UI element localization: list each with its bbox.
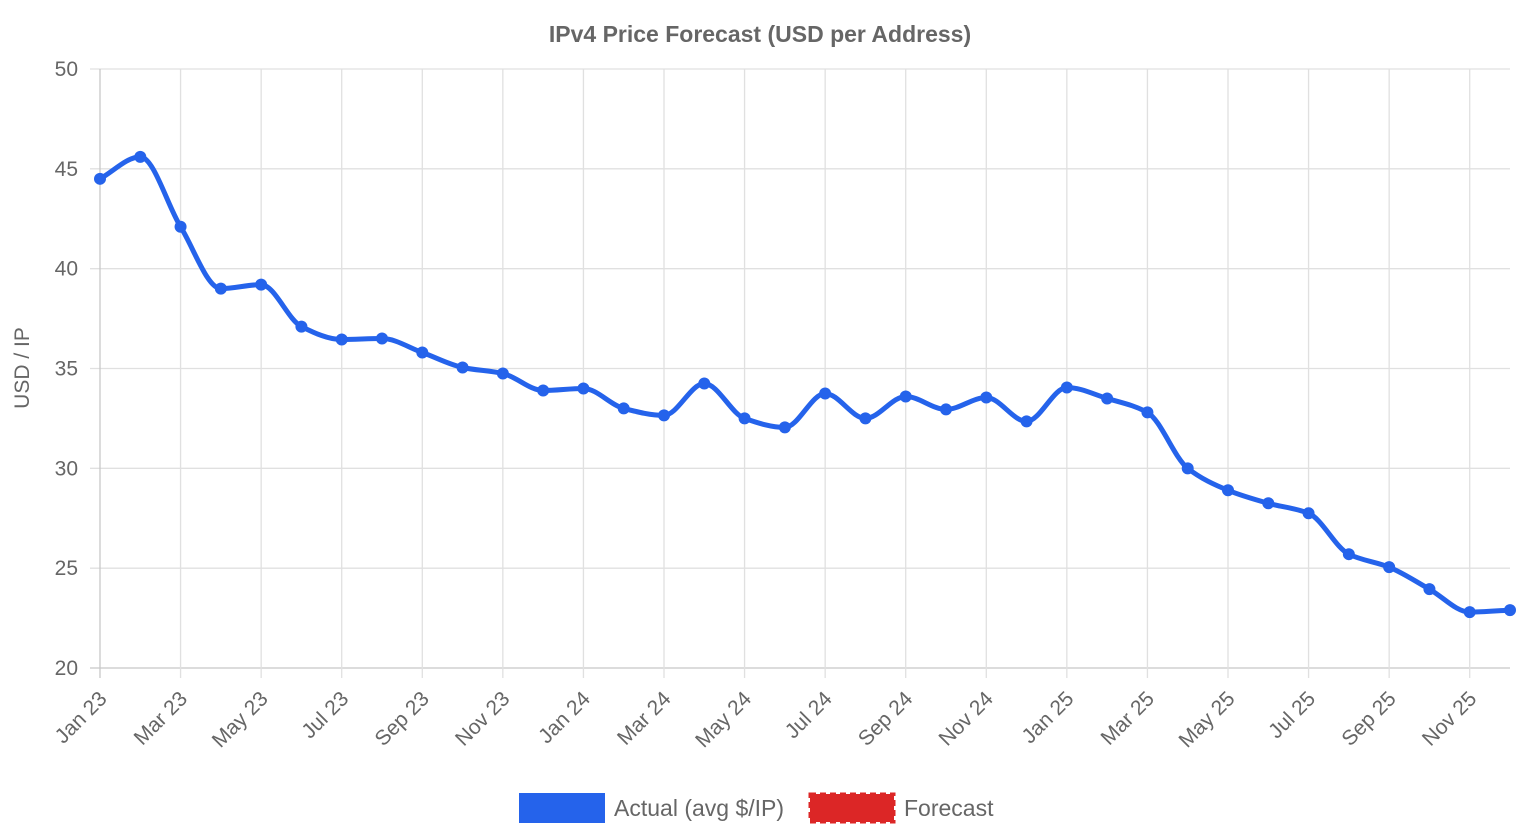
legend-swatch-actual xyxy=(519,793,605,823)
x-tick-label: Nov 23 xyxy=(451,687,514,750)
data-point[interactable] xyxy=(537,384,550,397)
y-tick-label: 35 xyxy=(55,358,78,381)
y-tick-label: 20 xyxy=(55,657,78,680)
data-point[interactable] xyxy=(1463,606,1476,619)
data-point[interactable] xyxy=(1262,497,1275,510)
x-tick-label: May 25 xyxy=(1175,687,1240,752)
data-point[interactable] xyxy=(1383,561,1396,574)
x-tick-label: Nov 25 xyxy=(1418,687,1481,750)
y-axis-label: USD / IP xyxy=(11,327,34,409)
y-tick-label: 30 xyxy=(55,457,78,480)
legend-item-actual[interactable]: Actual (avg $/IP) xyxy=(519,793,784,823)
grid xyxy=(90,68,1510,678)
data-point[interactable] xyxy=(859,412,872,425)
data-point[interactable] xyxy=(335,333,348,346)
data-point[interactable] xyxy=(819,387,832,400)
data-point[interactable] xyxy=(1302,507,1315,520)
data-point[interactable] xyxy=(899,390,912,403)
x-tick-label: Sep 24 xyxy=(854,687,918,751)
x-tick-label: Jul 23 xyxy=(297,687,353,743)
data-point[interactable] xyxy=(1181,462,1194,475)
data-point[interactable] xyxy=(1423,583,1436,596)
legend-swatch-forecast xyxy=(808,792,896,824)
data-point[interactable] xyxy=(1101,392,1114,405)
data-point[interactable] xyxy=(295,320,308,333)
chart-title: IPv4 Price Forecast (USD per Address) xyxy=(549,21,971,47)
x-tick-label: Mar 25 xyxy=(1096,687,1158,749)
series-line xyxy=(97,154,1513,615)
x-tick-label: Sep 23 xyxy=(370,687,433,750)
y-tick-label: 25 xyxy=(55,557,78,580)
data-point[interactable] xyxy=(496,367,509,380)
legend-item-forecast[interactable]: Forecast xyxy=(808,792,994,824)
data-point[interactable] xyxy=(174,220,187,233)
data-point[interactable] xyxy=(456,361,469,374)
data-point[interactable] xyxy=(980,391,993,404)
axes: 20 25 30 35 40 45 50 Jan 23 Mar 23 May 23 Jul 23 Se… xyxy=(51,58,1482,752)
data-point[interactable] xyxy=(738,412,751,425)
data-point[interactable] xyxy=(1060,381,1073,394)
data-point[interactable] xyxy=(214,282,227,295)
data-point[interactable] xyxy=(416,346,429,359)
x-tick-label: Jul 24 xyxy=(781,687,837,743)
x-tick-label: Mar 24 xyxy=(613,687,676,750)
data-point[interactable] xyxy=(1342,548,1355,561)
y-tick-label: 45 xyxy=(55,158,78,181)
x-tick-label: May 24 xyxy=(691,687,756,752)
legend-label-actual: Actual (avg $/IP) xyxy=(614,795,784,821)
legend: Actual (avg $/IP) Forecast xyxy=(519,792,994,824)
y-tick-label: 50 xyxy=(55,58,78,81)
y-tick-label: 40 xyxy=(55,258,78,281)
x-tick-label: Jan 23 xyxy=(51,687,112,748)
data-point[interactable] xyxy=(577,382,590,395)
x-tick-label: Nov 24 xyxy=(935,687,999,751)
data-point[interactable] xyxy=(255,278,268,291)
data-point[interactable] xyxy=(376,332,388,345)
x-tick-label: May 23 xyxy=(208,687,273,752)
data-point[interactable] xyxy=(778,421,791,434)
data-point[interactable] xyxy=(698,377,711,390)
data-point[interactable] xyxy=(1020,415,1033,428)
data-point[interactable] xyxy=(940,403,952,416)
data-point[interactable] xyxy=(1141,406,1154,419)
x-tick-label: Mar 23 xyxy=(130,687,192,749)
series xyxy=(94,150,1516,619)
x-tick-label: Jan 24 xyxy=(534,687,595,748)
data-point[interactable] xyxy=(94,172,106,185)
data-point[interactable] xyxy=(658,409,670,422)
legend-label-forecast: Forecast xyxy=(904,795,994,821)
data-point[interactable] xyxy=(1504,604,1516,617)
data-point[interactable] xyxy=(1222,484,1234,497)
data-point[interactable] xyxy=(134,150,147,163)
data-point[interactable] xyxy=(617,402,630,415)
x-tick-label: Jul 25 xyxy=(1264,687,1320,743)
x-tick-label: Sep 25 xyxy=(1337,687,1400,750)
x-tick-label: Jan 25 xyxy=(1018,687,1079,748)
